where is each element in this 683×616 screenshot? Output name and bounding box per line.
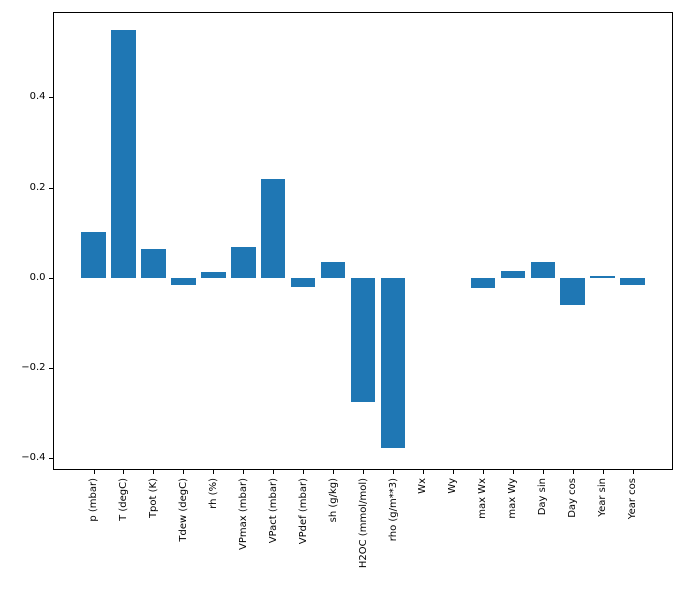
x-tick — [542, 470, 544, 474]
x-tick — [452, 470, 454, 474]
x-tick-label: p (mbar) — [88, 478, 99, 522]
x-tick-label: rh (%) — [207, 478, 219, 509]
x-tick — [422, 470, 424, 474]
x-tick-label: H2OC (mmol/mol) — [357, 478, 369, 569]
y-tick-label: 0.4 — [29, 91, 46, 103]
bar-17 — [590, 276, 615, 278]
y-tick-label: −0.4 — [21, 452, 46, 464]
x-tick — [213, 470, 215, 474]
x-tick-label: Tpot (K) — [147, 478, 159, 519]
x-tick — [632, 470, 634, 474]
y-tick — [49, 458, 53, 460]
bar-1 — [111, 30, 136, 278]
x-tick-label: rho (g/m**3) — [387, 478, 399, 542]
y-tick-label: 0.2 — [29, 181, 46, 193]
x-tick-label: Day sin — [537, 478, 549, 516]
bar-7 — [290, 277, 316, 288]
x-tick — [482, 470, 484, 474]
x-tick-label: VPdef (mbar) — [297, 478, 309, 545]
x-tick — [93, 470, 95, 474]
x-tick-label: max Wy — [507, 478, 519, 519]
x-tick — [363, 470, 365, 474]
bar-10 — [380, 277, 406, 449]
bar-8 — [320, 262, 346, 278]
bar-0 — [81, 231, 106, 278]
x-tick-label: T (degC) — [117, 478, 129, 521]
y-tick-label: −0.2 — [21, 362, 46, 374]
x-tick — [393, 470, 394, 474]
bar-4 — [201, 271, 226, 278]
bar-18 — [620, 277, 645, 286]
x-tick-label: Year cos — [627, 478, 639, 520]
x-tick-label: Year sin — [597, 478, 609, 517]
bar-2 — [141, 248, 166, 278]
x-tick-label: Tdew (degC) — [177, 478, 189, 542]
x-tick — [512, 470, 514, 474]
x-tick — [333, 470, 335, 474]
bar-9 — [350, 277, 376, 402]
bar-5 — [231, 246, 256, 278]
x-tick — [153, 470, 155, 474]
bar-6 — [260, 179, 286, 278]
bar-14 — [500, 270, 526, 278]
bar-16 — [560, 277, 585, 306]
y-tick-label: 0.0 — [29, 271, 46, 283]
x-tick — [273, 470, 275, 474]
bar-15 — [530, 262, 555, 278]
bar-3 — [171, 277, 196, 285]
x-tick-label: Wx — [417, 478, 429, 494]
x-tick — [602, 470, 604, 474]
y-tick — [49, 187, 53, 189]
x-tick-label: VPmax (mbar) — [237, 478, 249, 550]
x-tick-label: Day cos — [567, 478, 579, 518]
x-tick-label: Wy — [447, 478, 459, 494]
y-tick — [49, 97, 53, 99]
bar-13 — [470, 277, 496, 288]
x-tick-label: VPact (mbar) — [267, 478, 279, 544]
x-tick — [572, 470, 574, 474]
x-tick-label: sh (g/kg) — [327, 478, 339, 523]
x-tick — [243, 470, 245, 474]
x-tick — [123, 470, 125, 474]
y-tick — [49, 277, 53, 279]
x-tick-label: max Wx — [477, 478, 489, 519]
x-tick — [303, 470, 305, 474]
x-tick — [183, 470, 185, 474]
y-tick — [49, 368, 53, 370]
